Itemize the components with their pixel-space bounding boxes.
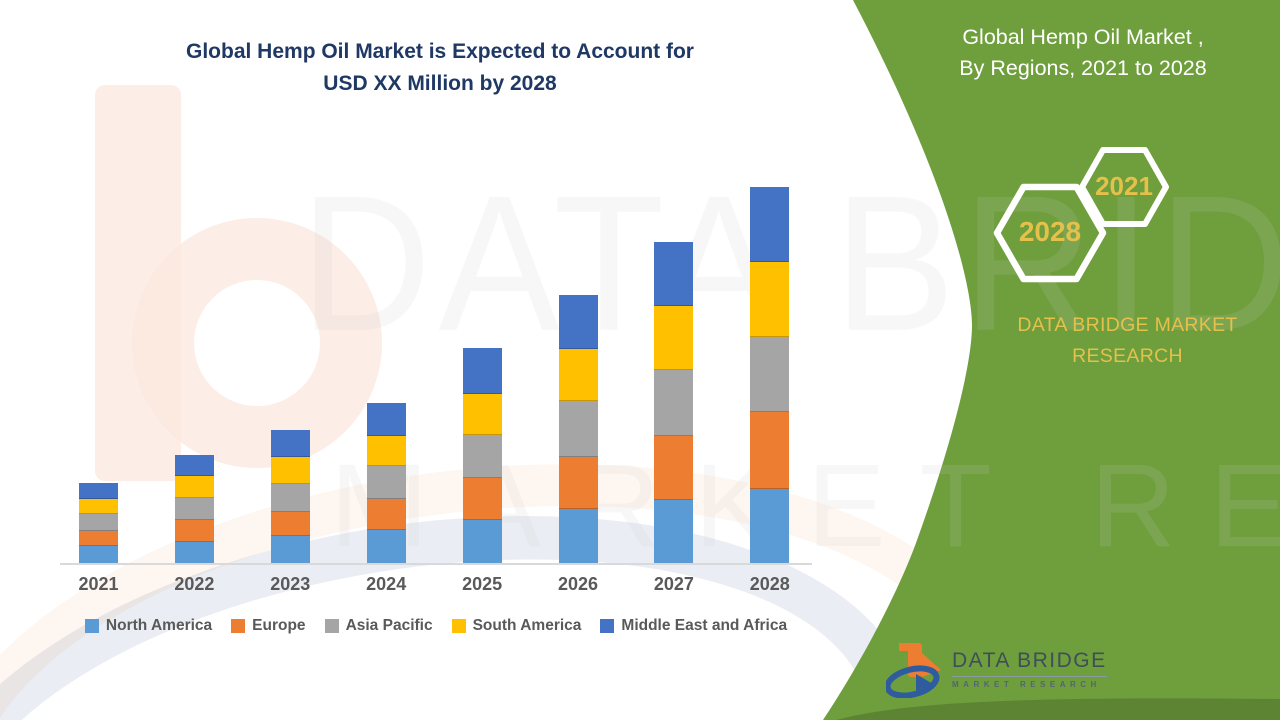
bar-2022-north-america — [174, 542, 214, 563]
hexagon-2021-outline — [1079, 147, 1169, 227]
green-panel-bottom-shade — [836, 698, 1280, 720]
bar-2021-north-america — [79, 546, 118, 563]
bar-2027 — [654, 242, 694, 563]
bar-2021-south-america — [79, 499, 118, 514]
bar-2022-asia-pacific — [174, 498, 214, 520]
bar-2023 — [270, 430, 310, 563]
bar-2028-south-america — [750, 262, 790, 337]
bar-2027-europe — [654, 436, 694, 500]
bar-2021-europe — [79, 531, 118, 546]
legend-label: Middle East and Africa — [621, 617, 788, 634]
bar-2028-middle-east-and-africa — [750, 187, 790, 262]
bar-2027-north-america — [654, 500, 694, 563]
chart-title-line1: Global Hemp Oil Market is Expected to Ac… — [186, 40, 694, 63]
x-axis-label-2023: 2023 — [270, 574, 311, 594]
hexagon-2028-label: 2028 — [1018, 216, 1082, 247]
bar-2028-north-america — [750, 489, 790, 563]
data-bridge-logo-icon — [886, 643, 941, 698]
bar-2022-europe — [174, 520, 214, 542]
bar-2026-asia-pacific — [558, 401, 598, 457]
bar-2022-middle-east-and-africa — [174, 455, 214, 476]
bar-2024-europe — [366, 499, 406, 530]
chart-legend: North America Europe Asia Pacific South Ame… — [48, 617, 824, 635]
bar-2028-europe — [750, 412, 790, 489]
footer-logo-text: DATA BRIDGE MARKET RESEARCH — [952, 649, 1107, 689]
bar-2025-europe — [462, 478, 502, 520]
bar-2024-asia-pacific — [366, 466, 406, 499]
bar-2026-middle-east-and-africa — [558, 295, 598, 349]
chart-title-line2: USD XX Million by 2028 — [323, 71, 557, 95]
footer-logo-tagline: MARKET RESEARCH — [952, 680, 1101, 689]
x-axis-label-2027: 2027 — [653, 574, 694, 594]
legend-item-north-america: North America — [84, 617, 213, 635]
panel-brand-line1: DATA BRIDGE MARKET — [1017, 314, 1238, 336]
legend-swatch — [84, 619, 99, 633]
bar-2026-europe — [558, 457, 598, 509]
bar-chart-plot-area — [60, 180, 812, 565]
bar-2023-south-america — [270, 457, 310, 484]
x-axis-label-2024: 2024 — [366, 574, 407, 594]
panel-title-line2: By Regions, 2021 to 2028 — [959, 56, 1207, 81]
legend-swatch — [324, 619, 339, 633]
bar-2023-europe — [270, 512, 310, 536]
legend-item-middle-east-and-africa: Middle East and Africa — [600, 617, 787, 635]
bar-2025 — [462, 348, 502, 563]
bar-2025-asia-pacific — [462, 435, 502, 478]
x-axis-label-2022: 2022 — [174, 574, 215, 594]
chart-title: Global Hemp Oil Market is Expected to Ac… — [90, 36, 790, 99]
bar-2026-north-america — [558, 509, 598, 563]
bar-2022-south-america — [174, 476, 214, 498]
panel-title-line1: Global Hemp Oil Market , — [962, 25, 1204, 49]
bar-2023-north-america — [270, 536, 310, 563]
legend-swatch — [451, 619, 466, 633]
bar-2025-south-america — [462, 394, 502, 435]
bar-2028 — [750, 187, 790, 563]
x-axis-label-2021: 2021 — [78, 574, 119, 594]
bar-2025-north-america — [462, 520, 502, 563]
legend-label: North America — [105, 617, 213, 634]
legend-item-south-america: South America — [451, 617, 582, 635]
hexagon-badges — [993, 147, 1169, 283]
panel-title: Global Hemp Oil Market , By Regions, 202… — [918, 22, 1248, 84]
x-axis-label-2026: 2026 — [557, 574, 599, 594]
bar-2021-asia-pacific — [79, 514, 118, 531]
bar-2021-middle-east-and-africa — [79, 483, 118, 499]
legend-swatch — [600, 619, 615, 633]
x-axis-label-2028: 2028 — [749, 574, 790, 594]
bar-2027-south-america — [654, 306, 694, 370]
x-axis-labels: 2021 2022 2023 2024 2025 2026 2027 2028 — [60, 574, 812, 600]
bar-2024-north-america — [366, 530, 406, 563]
bar-2024-middle-east-and-africa — [366, 403, 406, 436]
legend-swatch — [231, 619, 246, 633]
footer-logo-name: DATA BRIDGE — [952, 649, 1107, 677]
hexagon-2028-outline — [993, 183, 1107, 283]
panel-brand-text: DATA BRIDGE MARKET RESEARCH — [960, 310, 1280, 372]
legend-item-asia-pacific: Asia Pacific — [324, 617, 433, 635]
bar-2021 — [79, 483, 118, 563]
panel-brand-line2: RESEARCH — [1072, 345, 1183, 368]
legend-label: Europe — [252, 617, 306, 634]
x-axis-label-2025: 2025 — [462, 574, 503, 594]
bar-2026 — [558, 295, 598, 563]
hexagon-2021-label: 2021 — [1095, 171, 1153, 201]
legend-label: Asia Pacific — [345, 617, 433, 634]
bar-2027-asia-pacific — [654, 370, 694, 436]
bar-2025-middle-east-and-africa — [462, 348, 502, 394]
bar-2023-middle-east-and-africa — [270, 430, 310, 457]
bar-2022 — [174, 455, 214, 563]
bar-2024 — [366, 403, 406, 563]
bar-2023-asia-pacific — [270, 484, 310, 512]
bar-2024-south-america — [366, 436, 406, 466]
legend-item-europe: Europe — [231, 617, 306, 635]
legend-label: South America — [472, 617, 582, 634]
bar-2027-middle-east-and-africa — [654, 242, 694, 306]
green-panel-shape — [823, 0, 1280, 720]
bar-2026-south-america — [558, 349, 598, 401]
footer-logo: DATA BRIDGE MARKET RESEARCH — [886, 640, 1107, 698]
bar-2028-asia-pacific — [750, 337, 790, 412]
